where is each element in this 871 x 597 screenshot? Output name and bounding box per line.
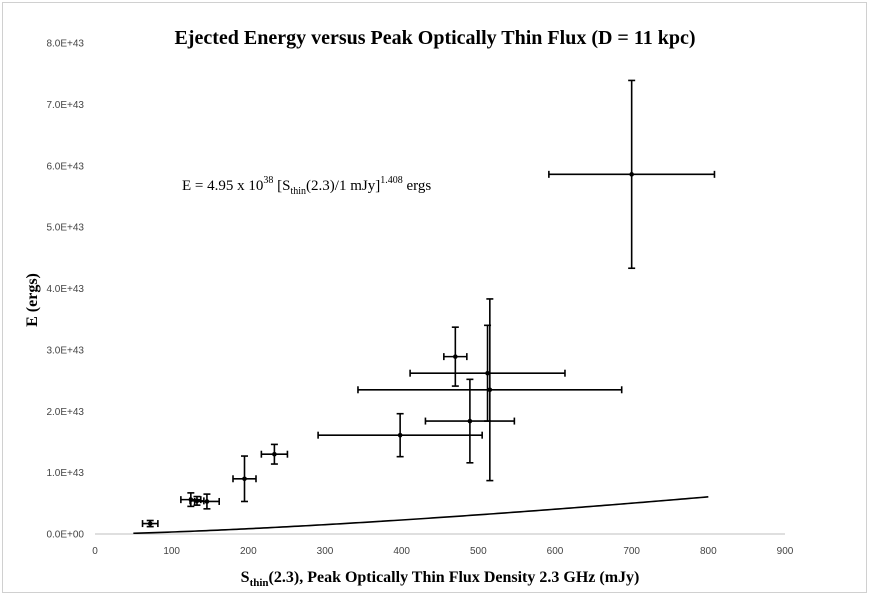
x-tick-label: 900 xyxy=(777,546,794,557)
x-tick-label: 300 xyxy=(317,546,334,557)
x-tick-label: 500 xyxy=(470,546,487,557)
x-tick-label: 700 xyxy=(623,546,640,557)
x-tick-label: 0 xyxy=(92,546,98,557)
point-marker xyxy=(242,476,247,482)
data-point xyxy=(141,519,159,528)
y-tick-label: 2.0E+43 xyxy=(46,407,84,418)
data-point xyxy=(409,324,566,422)
data-point xyxy=(424,378,516,464)
y-tick-label: 5.0E+43 xyxy=(46,223,84,234)
y-tick-label: 1.0E+43 xyxy=(46,468,84,479)
y-tick-label: 6.0E+43 xyxy=(46,161,84,172)
x-axis-ticks: 0 100 200 300 400 500 600 700 800 900 xyxy=(92,546,794,557)
x-tick-label: 400 xyxy=(393,546,410,557)
eq-sub: thin xyxy=(290,186,306,197)
y-axis-ticks: 0.0E+00 1.0E+43 2.0E+43 3.0E+43 4.0E+43 5.0E+… xyxy=(46,39,84,541)
y-axis-title: E (ergs) xyxy=(24,273,41,327)
fit-equation: E = 4.95 x 1038 [Sthin(2.3)/1 mJy]1.408 … xyxy=(182,175,431,197)
point-marker xyxy=(147,521,153,526)
fit-curve-group xyxy=(133,496,709,535)
x-axis-title-rest: (2.3), Peak Optically Thin Flux Density … xyxy=(269,569,640,586)
x-tick-label: 200 xyxy=(240,546,257,557)
y-tick-label: 8.0E+43 xyxy=(46,39,84,50)
data-point xyxy=(260,443,289,465)
y-tick-label: 3.0E+43 xyxy=(46,345,84,356)
data-point xyxy=(357,298,623,482)
data-point xyxy=(317,412,483,458)
data-point xyxy=(193,493,220,510)
y-tick-label: 7.0E+43 xyxy=(46,100,84,111)
data-point xyxy=(443,326,468,387)
y-tick-label: 4.0E+43 xyxy=(46,284,84,295)
eq-exp10: 38 xyxy=(263,175,273,186)
point-marker xyxy=(204,499,210,504)
point-marker xyxy=(487,387,493,393)
y-tick-label: 0.0E+00 xyxy=(46,530,84,541)
x-axis-title: Sthin(2.3), Peak Optically Thin Flux Den… xyxy=(241,569,640,589)
point-marker xyxy=(485,370,490,376)
chart-title: Ejected Energy versus Peak Optically Thi… xyxy=(174,27,695,49)
point-marker xyxy=(467,418,473,424)
point-marker xyxy=(397,432,403,438)
point-marker xyxy=(272,451,277,457)
x-axis-title-main: S xyxy=(241,569,250,586)
x-tick-label: 100 xyxy=(163,546,180,557)
point-marker xyxy=(453,354,458,359)
eq-prefix: E = 4.95 x 10 xyxy=(182,178,263,194)
point-marker xyxy=(629,172,634,177)
x-tick-label: 800 xyxy=(700,546,717,557)
data-points xyxy=(141,79,716,528)
eq-mid2: (2.3)/1 mJy] xyxy=(306,178,380,194)
eq-suffix: ergs xyxy=(403,178,432,194)
x-axis-title-sub: thin xyxy=(250,577,269,589)
eq-mid1: [S xyxy=(273,178,290,194)
eq-power: 1.408 xyxy=(380,175,403,186)
fit-curve xyxy=(133,496,709,535)
x-tick-label: 600 xyxy=(547,546,564,557)
data-point xyxy=(548,79,716,270)
data-point xyxy=(232,455,257,503)
